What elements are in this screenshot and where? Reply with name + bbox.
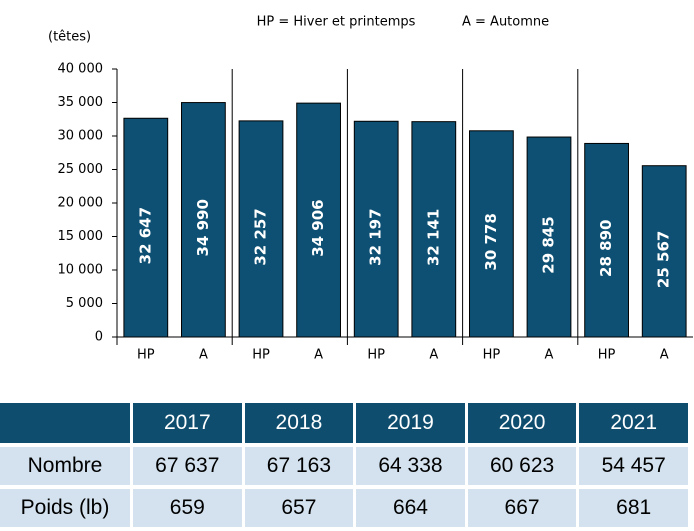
x-tick-label: HP: [252, 348, 270, 363]
table-cell: 667: [467, 489, 577, 527]
header-cell: 2017: [133, 403, 242, 443]
header-cell: 2018: [244, 403, 354, 443]
y-tick-label: 20 000: [58, 196, 104, 211]
row-label: Poids (lb): [0, 489, 130, 527]
value-label: 30 778: [482, 213, 500, 270]
y-tick-label: 5 000: [66, 296, 103, 311]
bar: [123, 117, 169, 338]
x-tick-label: A: [660, 348, 669, 363]
bar: [181, 102, 226, 338]
y-axis-label: (têtes): [48, 30, 91, 45]
x-tick-label: HP: [137, 348, 155, 363]
table-row: Nombre 67 637 67 163 64 338 60 623 54 457: [0, 447, 688, 485]
x-tick-label: HP: [598, 348, 616, 363]
y-tick-label: 40 000: [58, 62, 104, 77]
table-cell: 67 163: [244, 447, 354, 485]
table-cell: 664: [356, 489, 465, 527]
value-label: 34 990: [194, 199, 212, 256]
bar: [238, 120, 284, 338]
table-row: 2017 2018 2019 2020 2021: [0, 403, 688, 443]
y-tick-label: 35 000: [58, 95, 104, 110]
y-tick-label: 0: [95, 330, 103, 345]
table-cell: 64 338: [356, 447, 465, 485]
annotation: A = Automne: [462, 15, 549, 30]
bar: [526, 136, 572, 338]
header-cell: 2020: [467, 403, 577, 443]
value-label: 28 890: [597, 220, 615, 277]
row-label: Nombre: [0, 447, 130, 485]
corner-cell: [0, 403, 130, 443]
value-label: 34 906: [309, 199, 327, 256]
bar: [353, 120, 399, 338]
bar: [469, 130, 514, 338]
table-cell: 60 623: [467, 447, 577, 485]
x-tick-label: A: [199, 348, 208, 363]
x-tick-label: HP: [483, 348, 501, 363]
y-tick-label: 30 000: [58, 129, 104, 144]
x-tick-label: A: [429, 348, 438, 363]
bar: [584, 142, 629, 338]
x-tick-label: A: [545, 348, 554, 363]
table-cell: 54 457: [579, 447, 688, 485]
table-row: Poids (lb) 659 657 664 667 681: [0, 489, 688, 527]
bar: [411, 121, 457, 338]
annotation: HP = Hiver et printemps: [257, 15, 416, 30]
value-label: 32 647: [136, 207, 154, 264]
header-cell: 2019: [356, 403, 465, 443]
table-cell: 657: [244, 489, 354, 527]
header-cell: 2021: [579, 403, 688, 443]
table-cell: 681: [579, 489, 688, 527]
bar: [296, 102, 341, 338]
summary-table: 2017 2018 2019 2020 2021 Nombre 67 637 67 163 64…: [0, 399, 691, 531]
value-label: 29 845: [540, 216, 558, 273]
value-label: 32 257: [252, 208, 270, 265]
table-cell: 659: [133, 489, 242, 527]
y-tick-label: 25 000: [58, 162, 104, 177]
bar: [641, 165, 687, 338]
x-tick-label: HP: [367, 348, 385, 363]
value-label: 32 141: [424, 209, 442, 266]
y-tick-label: 15 000: [58, 229, 104, 244]
y-tick-label: 10 000: [58, 263, 104, 278]
x-tick-label: A: [314, 348, 323, 363]
chart: (têtes) HP = Hiver et printemps A = Auto…: [48, 15, 693, 363]
value-label: 32 197: [367, 208, 385, 265]
value-label: 25 567: [655, 231, 673, 288]
table-cell: 67 637: [133, 447, 242, 485]
